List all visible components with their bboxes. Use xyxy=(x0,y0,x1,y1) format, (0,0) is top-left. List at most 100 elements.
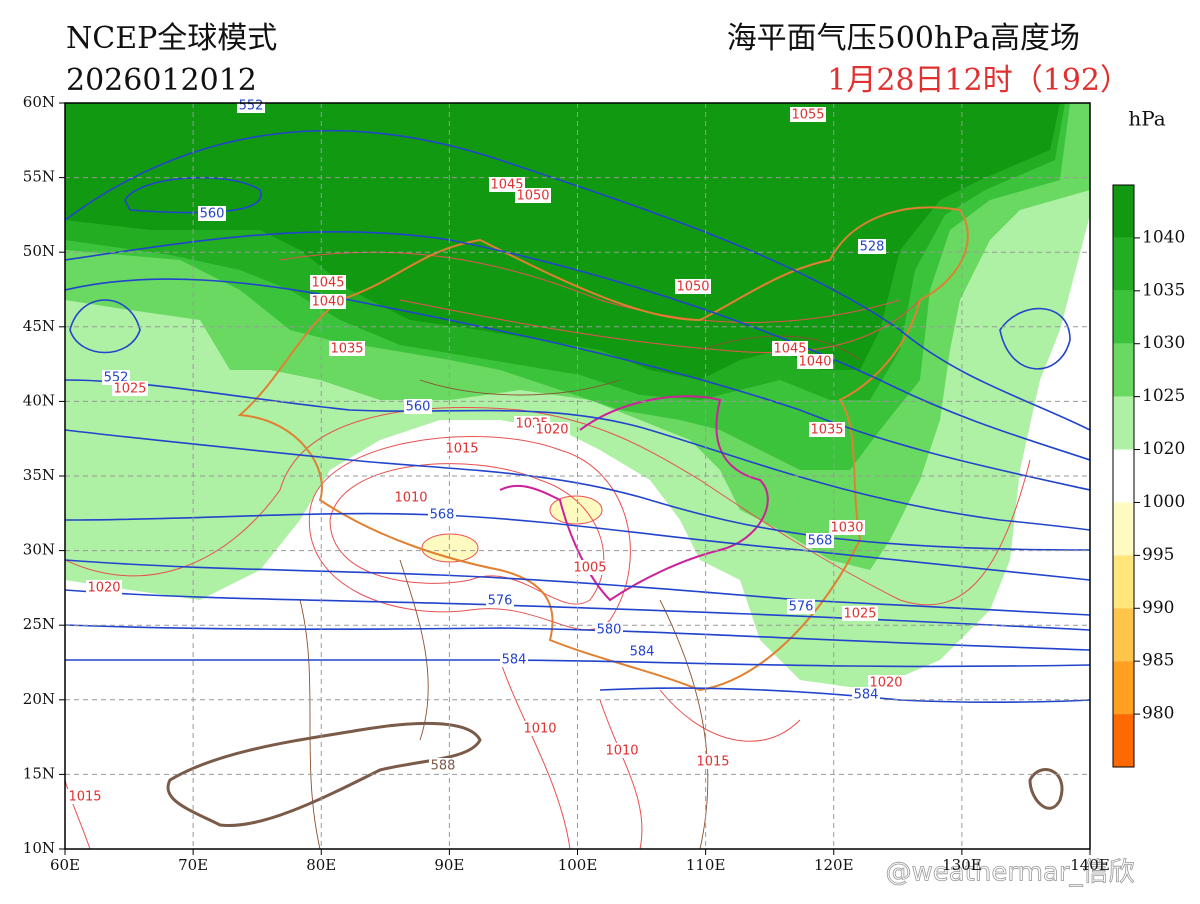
contour-label-bg xyxy=(310,294,346,309)
height-contour xyxy=(65,278,1090,491)
contour-label-bg xyxy=(572,560,608,575)
lon-label: 60E xyxy=(50,856,80,874)
lat-label: 30N xyxy=(23,541,55,559)
height-contour xyxy=(999,307,1071,370)
height-contour xyxy=(65,559,1090,616)
contour-label: 1005 xyxy=(572,560,608,576)
contour-label-text: 1045 xyxy=(773,342,806,357)
contour-label-text: 576 xyxy=(789,600,814,615)
colorbar-swatch xyxy=(1113,449,1134,503)
contour-label-text: 1025 xyxy=(113,382,146,397)
contour-label-text: 1015 xyxy=(68,790,101,805)
contour-label-text: 1020 xyxy=(869,676,902,691)
contour-label-text: 568 xyxy=(430,508,455,523)
lat-label: 45N xyxy=(23,317,55,335)
colorbar-swatch xyxy=(1113,396,1134,450)
contour-label-bg xyxy=(237,98,265,113)
contour-label: 1025 xyxy=(112,381,148,397)
contour-label: 568 xyxy=(806,533,834,549)
lat-label: 55N xyxy=(23,168,55,186)
contour-label-bg xyxy=(522,721,558,736)
contour-label-text: 576 xyxy=(488,594,513,609)
colorbar-label: 980 xyxy=(1142,704,1174,724)
colorbar-swatch xyxy=(1113,555,1134,609)
contour-label-text: 1050 xyxy=(676,280,709,295)
contour-label-bg xyxy=(534,422,570,437)
contour-label: 580 xyxy=(595,622,623,638)
colorbar-label: 1000 xyxy=(1142,492,1185,512)
height-contour xyxy=(65,379,1090,531)
height-588 xyxy=(166,721,482,828)
contour-label-bg xyxy=(797,354,833,369)
colorbar-label: 1030 xyxy=(1142,333,1185,353)
init-time: 2026012012 xyxy=(66,63,257,98)
contour-label: 1020 xyxy=(868,675,904,691)
contour-label: 560 xyxy=(198,206,226,222)
contour-label-text: 1015 xyxy=(445,442,478,457)
contour-label-text: 1010 xyxy=(523,722,556,737)
contour-label: 1030 xyxy=(829,520,865,536)
lat-label: 40N xyxy=(23,391,55,409)
isobar xyxy=(329,463,605,605)
lat-label: 25N xyxy=(23,615,55,633)
contour-label-bg xyxy=(790,107,826,122)
valid-time: 1月28日12时（192） xyxy=(827,63,1130,98)
height-contour xyxy=(65,512,1090,581)
colorbar-swatch xyxy=(1113,502,1134,556)
colorbar-swatch xyxy=(1113,185,1134,238)
contour-label-bg xyxy=(515,188,551,203)
contour-label-bg xyxy=(500,652,528,667)
contour-label-text: 1015 xyxy=(696,755,729,770)
height-588 xyxy=(1028,768,1064,810)
contour-label: 1055 xyxy=(790,107,826,123)
colorbar-swatch xyxy=(1113,343,1134,397)
contour-label-text: 584 xyxy=(630,645,655,660)
contour-label: 1035 xyxy=(329,341,365,357)
contour-label: 1010 xyxy=(604,743,640,759)
colorbar-swatch xyxy=(1113,237,1134,291)
watermark: @weathermar_信欣 xyxy=(885,858,1134,888)
contour-label: 1040 xyxy=(797,354,833,370)
contour-label-bg xyxy=(86,580,122,595)
contour-label-text: 584 xyxy=(502,653,527,668)
contour-label: 1025 xyxy=(842,606,878,622)
contour-label: 1035 xyxy=(809,422,845,438)
contour-label: 584 xyxy=(628,644,656,660)
colorbar-label: 990 xyxy=(1142,598,1174,618)
lat-label: 50N xyxy=(23,242,55,260)
contour-label-bg xyxy=(852,687,880,702)
contour-label-bg xyxy=(858,239,886,254)
contour-label-text: 560 xyxy=(200,207,225,222)
isobar xyxy=(65,407,1031,606)
colorbar-swatch xyxy=(1113,290,1134,344)
isobar xyxy=(279,251,921,353)
height-contour xyxy=(599,687,1090,704)
contour-label-text: 1005 xyxy=(573,561,606,576)
contour-label-text: 1025 xyxy=(843,607,876,622)
height-contour xyxy=(65,230,1090,461)
colorbar-unit: hPa xyxy=(1128,107,1165,131)
contour-label: 588 xyxy=(429,758,457,774)
lon-label: 130E xyxy=(942,856,982,874)
pressure-fill xyxy=(65,103,1060,380)
contour-label-text: 588 xyxy=(431,759,456,774)
contour-label: 528 xyxy=(858,239,886,255)
contour-label-text: 1010 xyxy=(394,491,427,506)
height-contours xyxy=(65,129,1090,704)
border xyxy=(299,335,861,849)
lat-label: 20N xyxy=(23,690,55,708)
contour-label-text: 552 xyxy=(239,99,264,114)
height-contour xyxy=(124,176,262,214)
region-border xyxy=(499,395,769,602)
height-contour xyxy=(65,624,1090,651)
colorbar-label: 985 xyxy=(1142,651,1174,671)
contour-label-bg xyxy=(675,279,711,294)
contour-label-bg xyxy=(67,789,103,804)
contour-label: 1010 xyxy=(522,721,558,737)
contour-label-bg xyxy=(310,275,346,290)
lat-label: 60N xyxy=(23,93,55,111)
contour-label-text: 1010 xyxy=(605,744,638,759)
contour-label-text: 584 xyxy=(854,688,879,703)
contour-label-bg xyxy=(772,341,808,356)
